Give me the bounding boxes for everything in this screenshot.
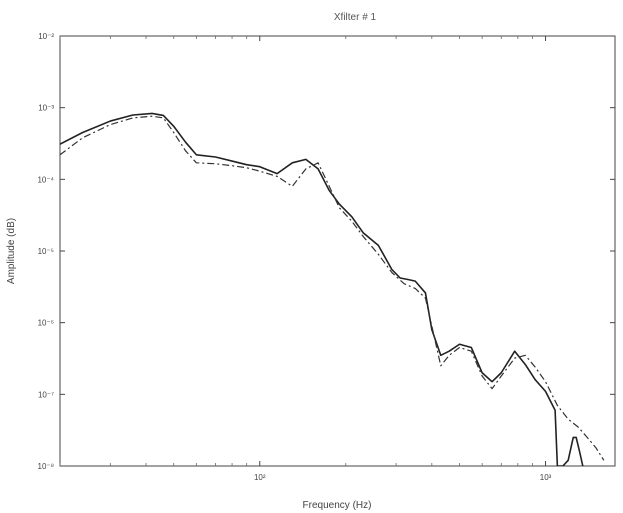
x-tick-label: 10²: [254, 473, 266, 482]
series-layer: [60, 112, 605, 466]
y-tick-label: 10⁻⁶: [38, 319, 54, 328]
y-tick-label: 10⁻²: [38, 32, 54, 41]
series-line-solid: [60, 112, 584, 466]
y-tick-label: 10⁻⁵: [38, 247, 54, 256]
chart-title: Xfilter # 1: [334, 12, 377, 23]
x-axis-title: Frequency (Hz): [303, 500, 372, 511]
y-axis-title: Amplitude (dB): [6, 218, 17, 284]
y-tick-label: 10⁻⁷: [38, 390, 54, 399]
plot-frame: [59, 35, 616, 467]
series-line-dashdot: [60, 115, 605, 461]
axis-ticks: 10⁻² 10⁻³ 10⁻⁴ 10⁻⁵ 10⁻⁶ 10⁻⁷ 10⁻⁸ 10² 10³: [37, 32, 615, 482]
y-tick-label: 10⁻⁸: [38, 462, 55, 471]
x-tick-label: 10³: [540, 473, 552, 482]
y-tick-label: 10⁻⁴: [37, 175, 54, 184]
y-tick-label: 10⁻³: [38, 104, 54, 113]
